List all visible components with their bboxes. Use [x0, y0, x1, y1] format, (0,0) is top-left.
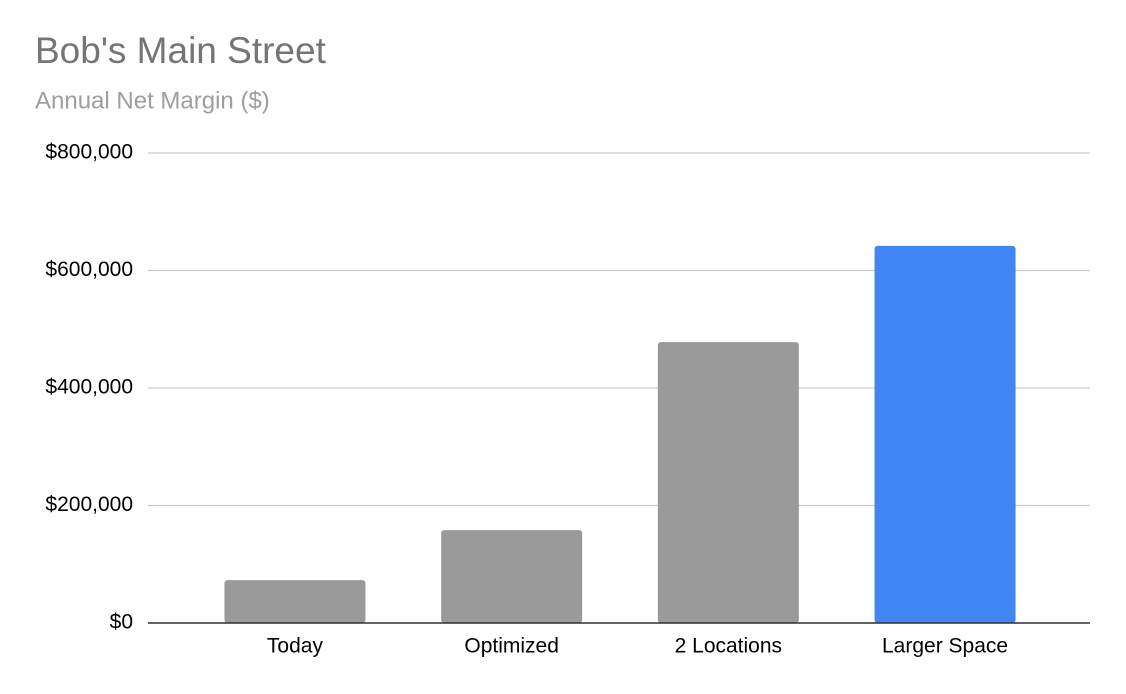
y-tick-label: $600,000 — [45, 258, 133, 281]
chart-subtitle: Annual Net Margin ($) — [35, 87, 270, 114]
y-tick-label: $200,000 — [45, 493, 133, 516]
x-tick-label: Today — [267, 635, 324, 658]
chart-title: Bob's Main Street — [35, 30, 327, 71]
x-tick-label: Larger Space — [882, 635, 1008, 658]
bar — [224, 580, 366, 623]
x-tick-label: 2 Locations — [675, 635, 782, 658]
y-tick-label: $800,000 — [45, 141, 133, 164]
bar — [874, 245, 1016, 623]
x-tick-label: Optimized — [464, 635, 559, 658]
y-tick-label: $0 — [110, 611, 133, 634]
bar — [441, 530, 583, 623]
y-tick-label: $400,000 — [45, 376, 133, 399]
bar — [657, 342, 799, 623]
